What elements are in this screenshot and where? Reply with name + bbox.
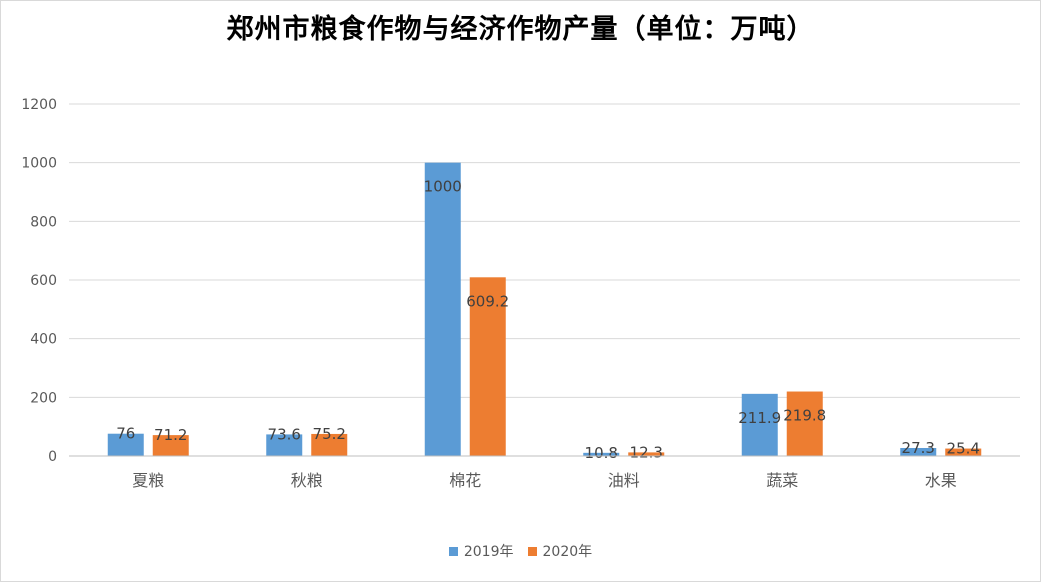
bar bbox=[311, 433, 348, 456]
x-tick-label: 油料 bbox=[608, 471, 640, 490]
data-label: 73.6 bbox=[268, 425, 301, 443]
y-tick-label: 800 bbox=[30, 214, 57, 230]
chart-legend: 2019年 2020年 bbox=[1, 541, 1040, 561]
x-tick-label: 棉花 bbox=[449, 471, 481, 490]
legend-item-2020: 2020年 bbox=[527, 541, 593, 561]
bar bbox=[945, 448, 982, 456]
x-tick-label: 蔬菜 bbox=[766, 471, 798, 490]
bar bbox=[583, 452, 620, 456]
y-tick-label: 0 bbox=[48, 449, 57, 465]
y-tick-label: 1000 bbox=[21, 156, 57, 172]
y-tick-label: 600 bbox=[30, 273, 57, 289]
y-tick-label: 400 bbox=[30, 332, 57, 348]
legend-swatch-2019 bbox=[448, 546, 458, 556]
bar bbox=[424, 162, 461, 456]
bar bbox=[741, 393, 778, 456]
data-label: 10.8 bbox=[585, 444, 618, 462]
y-tick-label: 1200 bbox=[21, 97, 57, 113]
data-label: 27.3 bbox=[902, 439, 935, 457]
data-label: 609.2 bbox=[466, 292, 509, 310]
legend-item-2019: 2019年 bbox=[448, 541, 514, 561]
data-label: 71.2 bbox=[154, 426, 187, 444]
data-label: 219.8 bbox=[783, 407, 826, 425]
data-label: 12.3 bbox=[630, 443, 663, 461]
data-label: 211.9 bbox=[738, 409, 781, 427]
legend-swatch-2020 bbox=[527, 546, 537, 556]
bar bbox=[628, 452, 665, 456]
data-label: 76 bbox=[116, 425, 135, 443]
chart-title: 郑州市粮食作物与经济作物产量（单位：万吨） bbox=[226, 14, 815, 45]
legend-label-2019: 2019年 bbox=[463, 544, 514, 560]
legend-label-2020: 2020年 bbox=[542, 544, 593, 560]
data-label: 25.4 bbox=[947, 440, 980, 458]
x-tick-label: 水果 bbox=[925, 471, 957, 490]
bar bbox=[107, 433, 144, 456]
bar bbox=[266, 434, 303, 456]
bar bbox=[900, 447, 937, 456]
data-label: 1000 bbox=[424, 178, 462, 196]
bar bbox=[152, 435, 189, 456]
data-label: 75.2 bbox=[313, 425, 346, 443]
bar bbox=[469, 277, 506, 456]
x-tick-label: 秋粮 bbox=[291, 471, 323, 490]
x-tick-label: 夏粮 bbox=[132, 471, 164, 490]
bar bbox=[786, 391, 823, 456]
y-tick-label: 200 bbox=[30, 390, 57, 406]
